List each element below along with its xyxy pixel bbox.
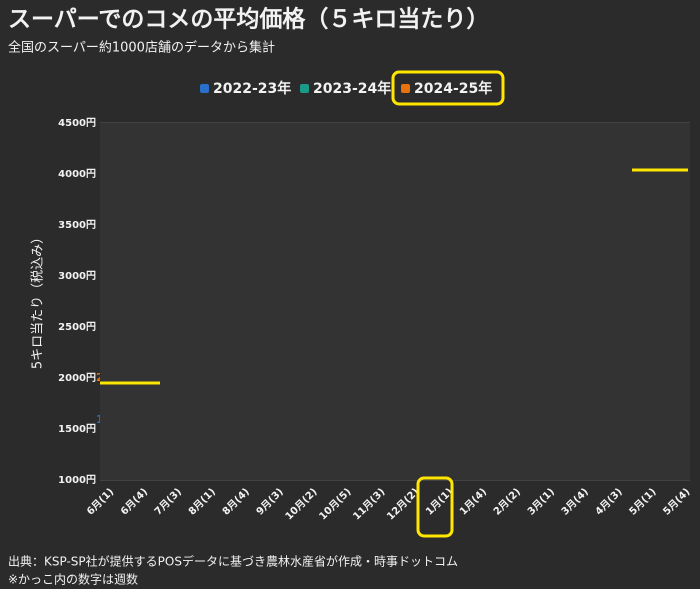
legend-label: 2024-25年 — [414, 80, 492, 97]
y-tick-label: 1500円 — [58, 423, 96, 435]
plot-area — [100, 123, 690, 480]
x-tick-label: 9月(3) — [254, 486, 286, 518]
x-tick-label: 8月(1) — [186, 486, 218, 518]
y-tick-label: 3500円 — [58, 219, 96, 231]
x-tick-label: 6月(4) — [118, 486, 150, 518]
chart-subtitle: 全国のスーパー約1000店舗のデータから集計 — [8, 40, 275, 56]
chart-title: スーパーでのコメの平均価格（５キロ当たり） — [8, 6, 489, 33]
x-tick-label: 12月(2) — [385, 486, 422, 523]
y-tick-label: 3000円 — [58, 270, 96, 282]
x-tick-label: 1月(4) — [457, 486, 489, 518]
highlight-box — [416, 476, 454, 538]
x-tick-label: 10月(5) — [317, 486, 354, 523]
legend-swatch — [401, 84, 410, 93]
x-tick-label: 6月(1) — [84, 486, 116, 518]
legend-swatch — [300, 84, 309, 93]
x-tick-label: 5月(4) — [661, 486, 693, 518]
y-axis-label: 5キロ当たり（税込み） — [31, 231, 46, 369]
x-tick-label: 11月(3) — [351, 486, 388, 523]
y-tick-label: 2500円 — [58, 321, 96, 333]
x-tick-label: 3月(4) — [559, 486, 591, 518]
x-tick-label: 8月(4) — [220, 486, 252, 518]
legend-swatch — [200, 84, 209, 93]
x-tick-label: 10月(2) — [283, 486, 320, 523]
legend-label: 2023-24年 — [313, 80, 391, 97]
x-tick-label: 1月(1) — [423, 486, 455, 518]
highlight-box — [391, 70, 505, 106]
y-tick-label: 4500円 — [58, 117, 96, 129]
legend-label: 2022-23年 — [213, 80, 291, 97]
note: ※かっこ内の数字は週数 — [8, 572, 138, 587]
x-tick-label: 7月(3) — [152, 486, 184, 518]
y-tick-label: 4000円 — [58, 168, 96, 180]
x-tick-label: 3月(1) — [525, 486, 557, 518]
source: 出典：KSP-SP社が提供するPOSデータに基づき農林水産省が作成・時事ドットコ… — [8, 554, 458, 569]
y-tick-label: 1000円 — [58, 474, 96, 486]
y-tick-label: 2000円 — [58, 372, 96, 384]
x-tick-label: 5月(1) — [627, 486, 659, 518]
x-tick-label: 2月(2) — [491, 486, 523, 518]
x-tick-label: 4月(3) — [593, 486, 625, 518]
